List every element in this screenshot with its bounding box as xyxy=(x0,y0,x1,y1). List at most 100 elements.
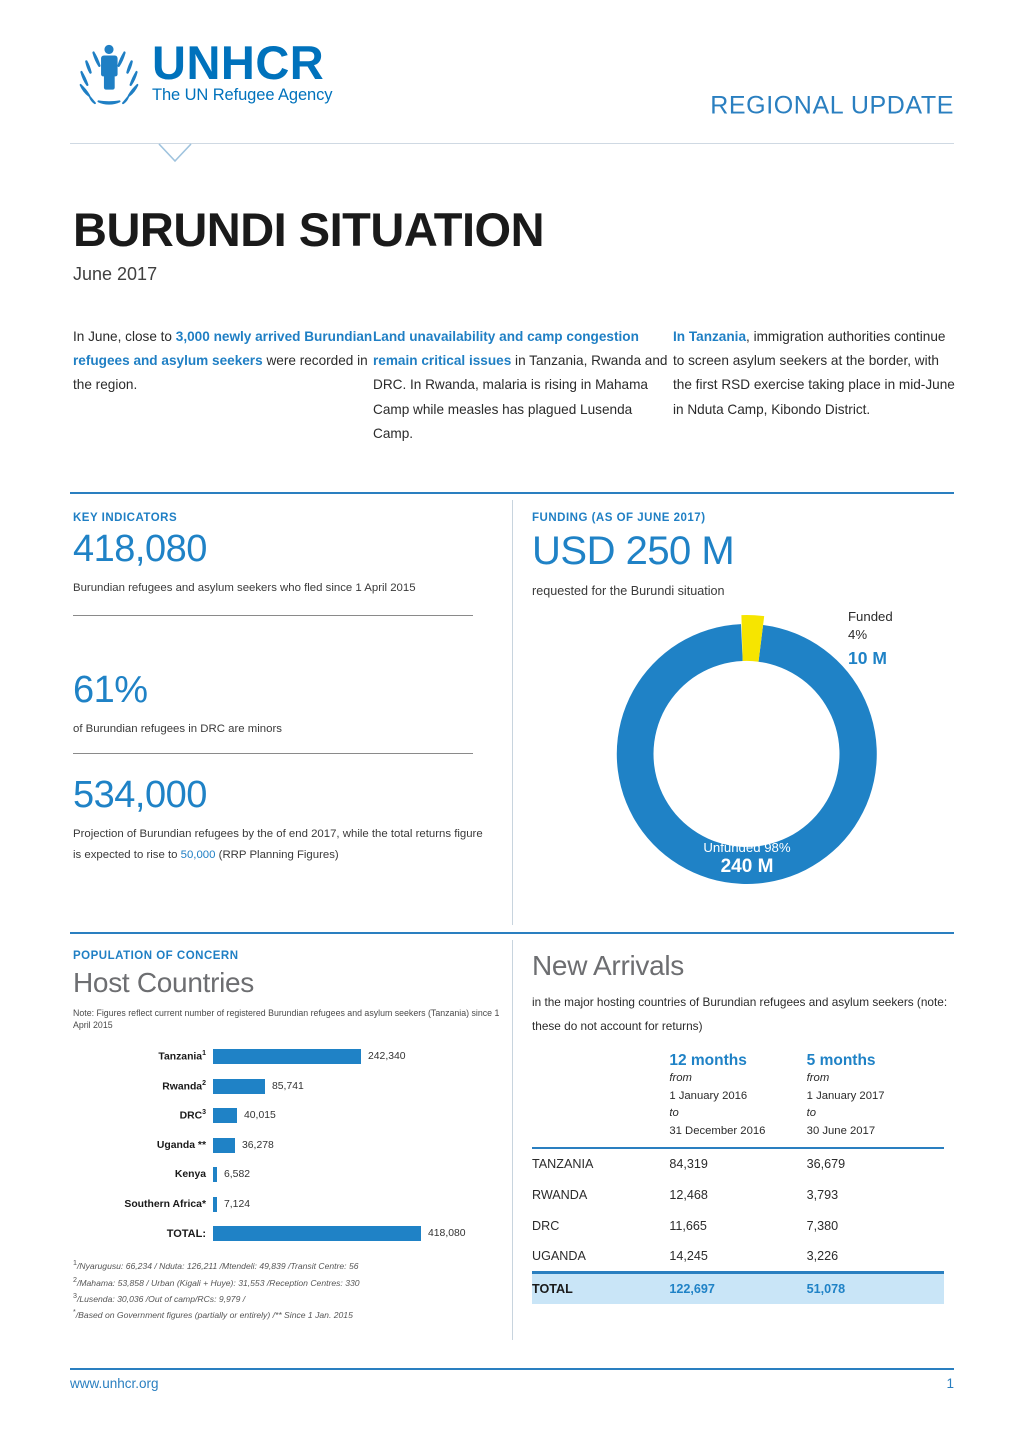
footnote-item: */Based on Government figures (partially… xyxy=(73,1306,503,1322)
funding-amount: USD 250 M xyxy=(532,529,735,573)
bar-row-total: TOTAL: 418,080 xyxy=(73,1219,503,1249)
column-from-date: 1 January 2017 xyxy=(806,1089,885,1102)
bar-fill xyxy=(213,1078,265,1094)
unfunded-annotation: Unfunded 98% 240 M xyxy=(602,840,892,878)
key-indicator-2-note: of Burundian refugees in DRC are minors xyxy=(73,722,282,735)
host-countries-bar-chart: Tanzania1 242,340 Rwanda2 85,741 DRC3 40… xyxy=(73,1042,503,1249)
page-date: June 2017 xyxy=(73,264,158,285)
funded-amount: 10 M xyxy=(848,647,887,668)
bar-value: 6,582 xyxy=(224,1169,251,1181)
bar-value: 85,741 xyxy=(272,1080,304,1092)
donut-svg xyxy=(616,614,877,884)
highlight-3-post: , immigration authorities continue to sc… xyxy=(673,329,955,417)
column-to-word: to xyxy=(669,1107,679,1120)
column-title: 5 months xyxy=(806,1052,876,1070)
funded-word: Funded xyxy=(848,609,893,624)
title-block: BURUNDI SITUATION June 2017 xyxy=(73,205,545,285)
bar-label-text: Uganda ** xyxy=(156,1139,206,1151)
bar-label: TOTAL: xyxy=(73,1228,213,1240)
highlight-2-emphasis: Land unavailability and camp congestion … xyxy=(373,329,639,369)
page-header: UNHCR The UN Refugee Agency REGIONAL UPD… xyxy=(70,28,954,138)
column-to-date: 31 December 2016 xyxy=(669,1124,766,1137)
bar-row: Southern Africa* 7,124 xyxy=(73,1189,503,1219)
bar-track: 418,080 xyxy=(213,1226,503,1242)
footnote-item: 1/Nyarugusu: 66,234 / Nduta: 126,211 /Mt… xyxy=(73,1257,503,1273)
unhcr-logo: UNHCR The UN Refugee Agency xyxy=(70,34,333,112)
key-indicator-3-note-highlight: 50,000 xyxy=(180,848,216,861)
table-row: TANZANIA 84,319 36,679 xyxy=(532,1148,944,1179)
key-indicator-3-value: 534,000 xyxy=(73,774,207,816)
highlights-row: In June, close to 3,000 newly arrived Bu… xyxy=(73,325,957,446)
row-country: TANZANIA xyxy=(532,1157,594,1172)
row-12-months: 11,665 xyxy=(669,1218,707,1233)
document-type-label: REGIONAL UPDATE xyxy=(710,91,954,120)
bar-row: DRC3 40,015 xyxy=(73,1101,503,1131)
row-5-months: 36,679 xyxy=(806,1157,846,1172)
column-from-word: from xyxy=(669,1072,692,1085)
bar-label: Uganda ** xyxy=(73,1140,213,1151)
bar-row: Kenya 6,582 xyxy=(73,1160,503,1190)
total-12-months: 122,697 xyxy=(669,1270,807,1305)
highlight-1-pre: In June, close to xyxy=(73,329,176,344)
key-indicators-block: KEY INDICATORS 418,080 Burundian refugee… xyxy=(73,512,473,616)
column-divider-upper xyxy=(512,500,513,925)
table-header-5-months: 5 months from 1 January 2017 to 30 June … xyxy=(806,1052,944,1150)
row-5-months: 7,380 xyxy=(806,1218,839,1233)
bar-label: Southern Africa* xyxy=(73,1199,213,1210)
highlight-column-2: Land unavailability and camp congestion … xyxy=(373,325,673,446)
bar-row: Uganda ** 36,278 xyxy=(73,1130,503,1160)
footnote-text: /Nyarugusu: 66,234 / Nduta: 126,211 /Mte… xyxy=(76,1261,359,1272)
logo-tagline: The UN Refugee Agency xyxy=(152,86,333,105)
table-header-12-months: 12 months from 1 January 2016 to 31 Dece… xyxy=(669,1052,807,1150)
footnote-marker: 2 xyxy=(73,1275,77,1284)
footnote-text: /Mahama: 53,858 / Urban (Kigali + Huye):… xyxy=(76,1277,360,1288)
funding-subtitle: requested for the Burundi situation xyxy=(532,584,725,598)
footer-divider xyxy=(70,1368,954,1370)
row-12-months: 12,468 xyxy=(669,1187,708,1202)
row-country: RWANDA xyxy=(532,1187,588,1202)
bar-label: Tanzania1 xyxy=(73,1050,213,1062)
key-indicator-3-note-post: (RRP Planning Figures) xyxy=(215,848,339,861)
footnote-marker: * xyxy=(73,1308,76,1317)
row-12-months: 84,319 xyxy=(669,1157,708,1172)
total-label: TOTAL xyxy=(532,1270,670,1305)
bar-label: DRC3 xyxy=(73,1109,213,1121)
bar-value: 7,124 xyxy=(224,1198,251,1210)
host-countries-note: Note: Figures reflect current number of … xyxy=(73,1008,500,1031)
new-arrivals-note: in the major hosting countries of Burund… xyxy=(532,995,948,1033)
donut-slice-funded xyxy=(741,614,765,662)
bar-row: Rwanda2 85,741 xyxy=(73,1071,503,1101)
footnote-text: /Lusenda: 30,036 /Out of camp/RCs: 9,979… xyxy=(76,1293,246,1304)
column-from-date: 1 January 2016 xyxy=(669,1089,748,1102)
unfunded-amount: 240 M xyxy=(720,856,774,877)
chevron-down-icon xyxy=(158,143,192,163)
key-indicator-1-value: 418,080 xyxy=(73,528,207,570)
bar-track: 40,015 xyxy=(213,1108,503,1124)
bar-label: Kenya xyxy=(73,1169,213,1180)
bar-fill xyxy=(213,1049,361,1065)
new-arrivals-table: 12 months from 1 January 2016 to 31 Dece… xyxy=(532,1052,944,1305)
table-row: RWANDA 12,468 3,793 xyxy=(532,1179,944,1210)
host-countries-heading: Host Countries xyxy=(73,967,254,998)
footnote-text: /Based on Government figures (partially … xyxy=(75,1310,353,1321)
highlight-1-emphasis: 3,000 newly arrived Burundian refugees a… xyxy=(73,329,373,369)
bar-label: Rwanda2 xyxy=(73,1080,213,1092)
footer-url[interactable]: www.unhcr.org xyxy=(70,1376,159,1391)
bar-fill xyxy=(213,1226,421,1242)
key-indicator-2-value: 61% xyxy=(73,669,148,711)
footnote-marker: 1 xyxy=(73,1259,77,1268)
new-arrivals-heading: New Arrivals xyxy=(532,950,684,981)
bar-label-footnote-ref: 3 xyxy=(202,1109,206,1117)
row-country: DRC xyxy=(532,1218,560,1233)
bar-label-text: DRC xyxy=(179,1110,203,1122)
funding-block: FUNDING (AS OF JUNE 2017) USD 250 M requ… xyxy=(532,512,957,603)
column-from-word: from xyxy=(806,1072,830,1085)
key-indicator-divider-2 xyxy=(73,752,473,754)
bar-fill xyxy=(213,1167,217,1183)
highlight-3-emphasis: In Tanzania xyxy=(673,329,747,344)
footer-page-number: 1 xyxy=(946,1376,954,1391)
header-divider xyxy=(70,143,954,144)
bar-label-text: TOTAL: xyxy=(166,1227,206,1240)
bar-value: 36,278 xyxy=(242,1139,274,1151)
